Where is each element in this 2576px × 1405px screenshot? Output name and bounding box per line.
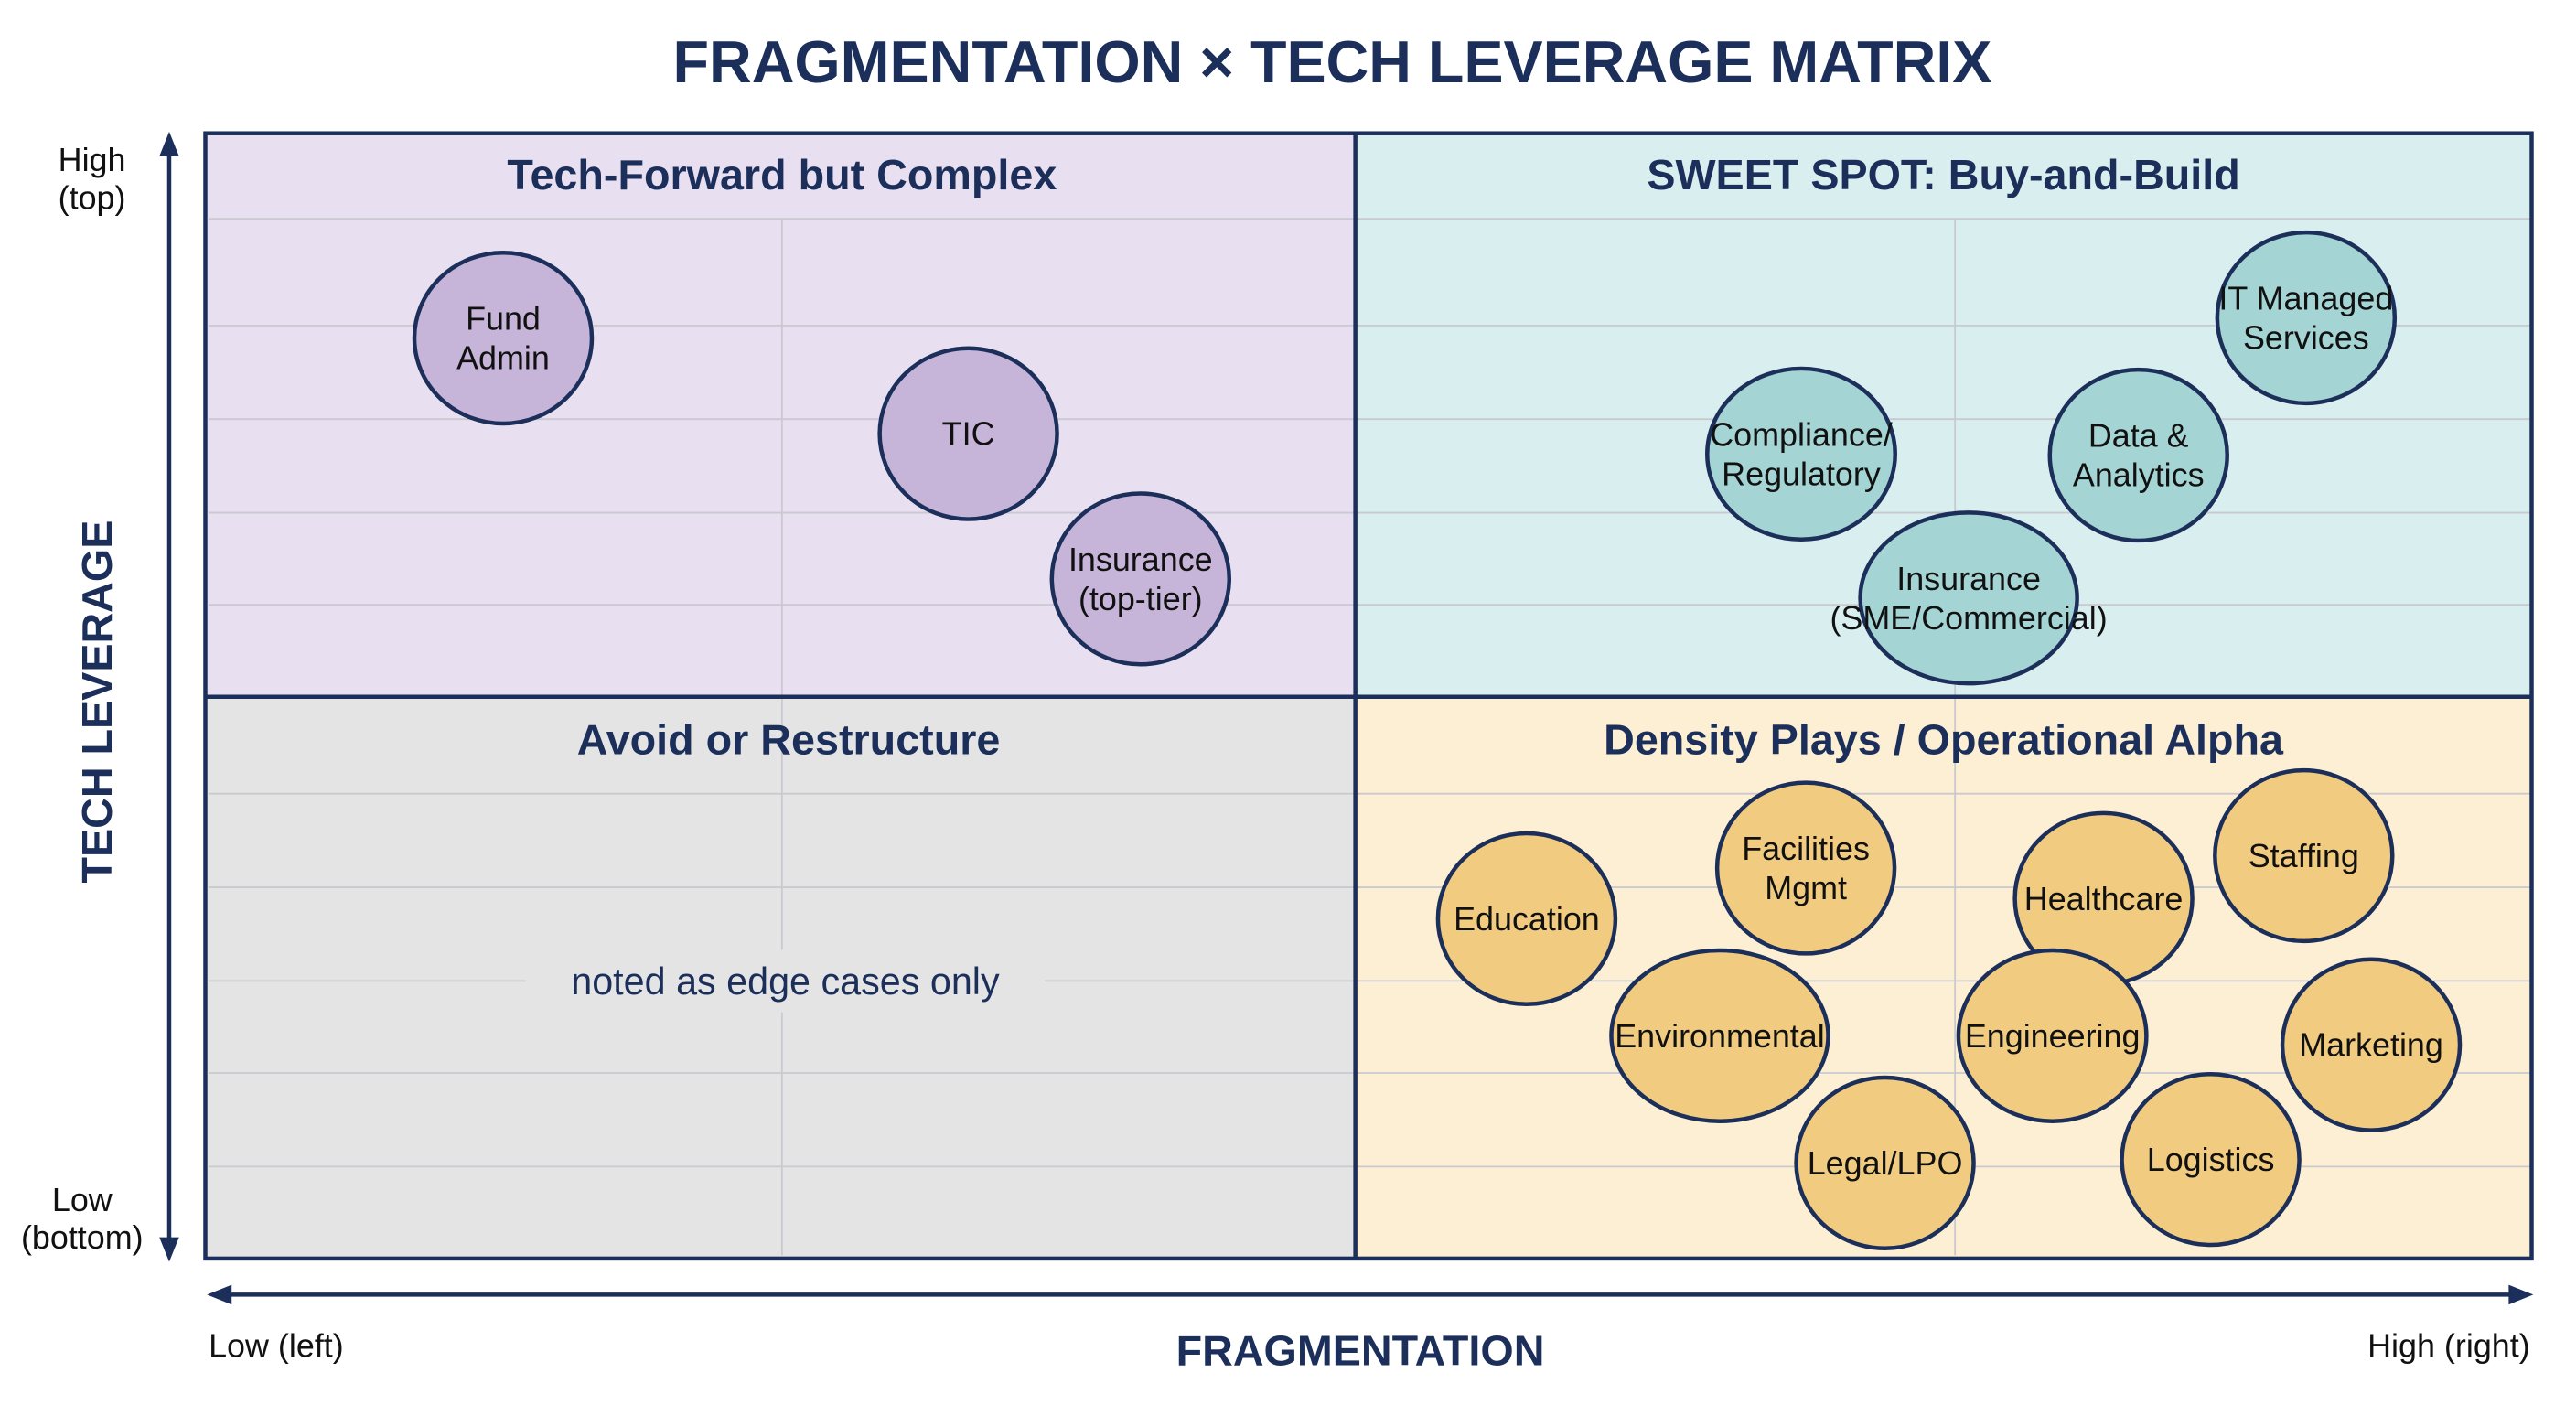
bubble-label-line: Engineering (1965, 1017, 2141, 1055)
bubble-label: Data & Analytics (2073, 417, 2205, 494)
bubble-label-line: Staffing (2249, 837, 2359, 874)
bubble-label-line: TIC (942, 415, 995, 453)
bubble-logistics: Logistics (2120, 1072, 2302, 1248)
chart-title: FRAGMENTATION × TECH LEVERAGE MATRIX (673, 28, 1992, 95)
bubble-label: Engineering (1965, 1017, 2141, 1055)
bubble-it-managed-services: IT Managed Services (2215, 230, 2398, 406)
bubble-circle (412, 250, 595, 426)
y-axis-high-label: High (top) (59, 141, 126, 216)
bubble-label-line: Insurance (1068, 541, 1213, 578)
bubble-label-line: IT Managed (2218, 279, 2393, 316)
bubble-label: Facilities Mgmt (1742, 830, 1870, 906)
bubble-circle (1435, 831, 1618, 1007)
bubble-circle (1956, 948, 2149, 1123)
bubble-compliance-regulatory: Compliance/Regulatory (1705, 366, 1897, 542)
bubble-circle (2120, 1072, 2302, 1248)
bubble-circle (2215, 230, 2398, 406)
quadrant-title-top-left: Tech-Forward but Complex (507, 151, 1057, 198)
bubble-label-line: Mgmt (1765, 869, 1847, 906)
bubble-label-line: Legal/LPO (1808, 1144, 1963, 1182)
matrix-border (203, 131, 2534, 1261)
bubble-label: Staffing (2249, 837, 2359, 874)
x-axis-arrow (207, 1284, 2534, 1305)
bubble-circle (1705, 366, 1897, 542)
bubble-facilities-mgmt: Facilities Mgmt (1714, 780, 1897, 956)
bubble-label-line: (top-tier) (1079, 580, 1203, 617)
quadrant-title-bottom-right: Density Plays / Operational Alpha (1604, 716, 2284, 764)
bubble-label-line: Fund (466, 300, 541, 338)
bubble-circle (1609, 948, 1830, 1123)
bubble-data-analytics: Data & Analytics (2047, 367, 2229, 543)
bubble-insurance-top-tier: Insurance (top-tier) (1049, 491, 1232, 667)
bubble-label: Healthcare (2024, 880, 2184, 917)
bubble-label: TIC (942, 415, 995, 453)
bubble-healthcare: Healthcare (2012, 810, 2195, 986)
bubble-label-line: Insurance (1896, 560, 2041, 597)
bubble-circle (1858, 510, 2079, 686)
y-axis-title: TECH LEVERAGE (73, 520, 121, 884)
bubble-tic: TIC (877, 346, 1059, 521)
bubble-label-line: Marketing (2299, 1026, 2443, 1064)
bubble-label: Compliance/Regulatory (1710, 415, 1893, 492)
bubble-label-line: (SME/Commercial) (1830, 599, 2107, 637)
bubble-label: Marketing (2299, 1026, 2443, 1064)
bubble-label-line: Admin (456, 339, 550, 377)
bubble-circle (1049, 491, 1232, 667)
bubble-label: IT Managed Services (2218, 279, 2393, 356)
bubble-circle (1794, 1075, 1976, 1250)
bubble-circle (1714, 780, 1897, 956)
quadrant-title-bottom-left: Avoid or Restructure (577, 716, 1001, 764)
bubble-label-line: Data & (2088, 417, 2189, 455)
bottom-left-note: noted as edge cases only (571, 960, 1000, 1003)
bubble-label-line: Logistics (2147, 1141, 2275, 1178)
y-axis-low-label: Low (bottom) (21, 1181, 144, 1256)
bubble-marketing: Marketing (2280, 957, 2463, 1132)
bubble-legal-lpo: Legal/LPO (1794, 1075, 1976, 1250)
bubble-circle (2047, 367, 2229, 543)
bubble-label: Legal/LPO (1808, 1144, 1963, 1182)
bubble-label: Environmental (1615, 1017, 1825, 1055)
bubble-staffing: Staffing (2213, 767, 2395, 944)
bubble-label-line: Healthcare (2024, 880, 2184, 917)
bubble-insurance-sme-commercial: Insurance (SME/Commercial) (1830, 510, 2108, 686)
bubble-label: Insurance (top-tier) (1068, 541, 1213, 617)
bubble-circle (2213, 767, 2395, 944)
bubble-circle (877, 346, 1059, 521)
x-axis-low-label: Low (left) (209, 1327, 344, 1365)
x-axis-title: FRAGMENTATION (1176, 1327, 1545, 1375)
bubble-label-line: Facilities (1742, 830, 1870, 867)
bubble-label-line: Services (2243, 319, 2369, 357)
bubble-label-line: Environmental (1615, 1017, 1825, 1055)
bottom-left-note-bg (525, 949, 1046, 1013)
bubble-label: Fund Admin (456, 300, 550, 377)
bubble-label-line: Education (1454, 900, 1600, 938)
bubble-environmental: Environmental (1609, 948, 1830, 1123)
bubble-circle (2280, 957, 2463, 1132)
bubble-label-line: Analytics (2073, 456, 2205, 494)
bubble-label: Insurance (SME/Commercial) (1830, 560, 2107, 637)
bubble-label-line: Compliance/ (1710, 415, 1893, 453)
bubble-label: Education (1454, 900, 1600, 938)
bubble-engineering: Engineering (1956, 948, 2149, 1123)
y-axis-arrow (159, 131, 179, 1262)
x-axis-high-label: High (right) (2367, 1327, 2530, 1365)
quadrant-title-top-right: SWEET SPOT: Buy-and-Build (1647, 151, 2239, 198)
bubble-fund-admin: Fund Admin (412, 250, 595, 426)
bubble-label-line: Regulatory (1722, 455, 1881, 492)
bubble-label: Logistics (2147, 1141, 2275, 1178)
bubble-education: Education (1435, 831, 1618, 1007)
